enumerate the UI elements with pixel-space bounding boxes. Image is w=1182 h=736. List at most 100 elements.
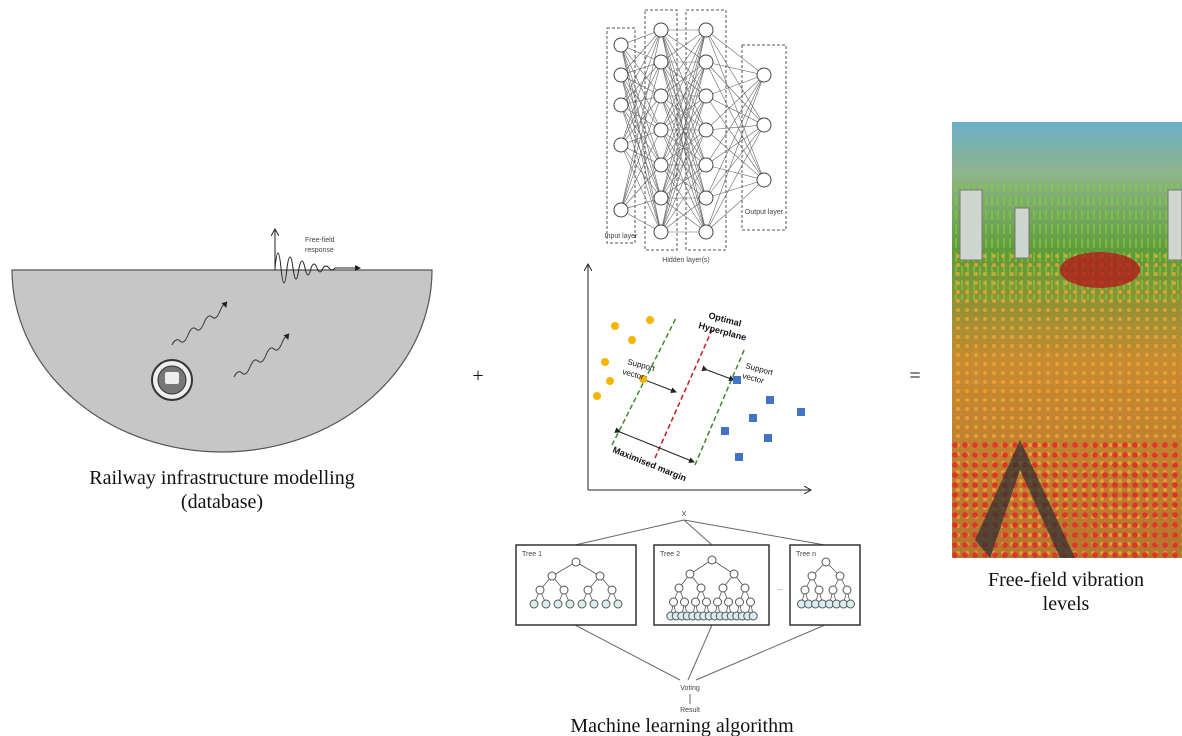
tree-node bbox=[707, 555, 717, 565]
nn-edge bbox=[620, 61, 662, 146]
nn-edge bbox=[705, 124, 765, 131]
nn-node bbox=[698, 157, 714, 173]
nn-edge bbox=[660, 197, 707, 233]
tree-node bbox=[589, 599, 599, 609]
neural-network: Input layer Hidden layer(s) Output layer bbox=[605, 9, 787, 264]
tree-node bbox=[746, 597, 755, 607]
class-b bbox=[721, 376, 805, 461]
margin-label: Maximised margin bbox=[611, 445, 688, 484]
nn-edge bbox=[620, 104, 662, 199]
tree-node bbox=[814, 585, 824, 595]
nn-edge bbox=[660, 61, 707, 131]
nn-edge bbox=[705, 179, 765, 199]
ellipsis: ... bbox=[777, 585, 783, 592]
nn-edge bbox=[620, 144, 662, 233]
tree-node bbox=[702, 597, 711, 607]
nn-edge bbox=[705, 124, 765, 233]
tree-label: Tree 2 bbox=[660, 551, 680, 558]
nn-edge bbox=[660, 61, 707, 97]
nn-node bbox=[653, 122, 669, 138]
tree-node bbox=[691, 597, 700, 607]
nn-node bbox=[756, 117, 772, 133]
nn-edge bbox=[660, 29, 707, 63]
structure bbox=[975, 440, 1075, 558]
tree-node bbox=[583, 585, 593, 595]
nn-edge bbox=[705, 61, 765, 126]
nn-edge bbox=[705, 61, 765, 76]
nn-edge bbox=[705, 95, 765, 181]
nn-edge bbox=[705, 29, 765, 181]
nn-edge bbox=[705, 74, 765, 131]
tree-node bbox=[748, 611, 758, 621]
nn-edge bbox=[620, 129, 662, 211]
building bbox=[959, 189, 983, 261]
tree-node bbox=[800, 585, 810, 595]
plus: + bbox=[472, 365, 483, 387]
vibration-map: Free-field vibration levels bbox=[952, 122, 1182, 615]
nn-edge bbox=[620, 144, 662, 199]
caption: Machine learning algorithm bbox=[570, 715, 794, 736]
response-label: response bbox=[305, 247, 334, 254]
tree-node bbox=[718, 583, 728, 593]
building bbox=[1014, 207, 1030, 259]
tree-node bbox=[696, 583, 706, 593]
nn-node bbox=[653, 190, 669, 206]
nn-node bbox=[653, 157, 669, 173]
train bbox=[165, 372, 179, 384]
tree-node bbox=[529, 599, 539, 609]
nn-edge bbox=[660, 29, 707, 199]
caption: Free-field vibration bbox=[988, 569, 1144, 591]
nn-node bbox=[698, 54, 714, 70]
nn-node bbox=[698, 122, 714, 138]
nn-node bbox=[613, 202, 629, 218]
tree-node bbox=[669, 597, 678, 607]
nn-node bbox=[653, 88, 669, 104]
nn-edge bbox=[620, 29, 662, 76]
layer-box bbox=[606, 27, 636, 244]
result: Result bbox=[680, 707, 700, 714]
hotspot bbox=[1060, 252, 1140, 288]
nn-edge bbox=[705, 74, 765, 166]
tree-node bbox=[685, 569, 695, 579]
nn-edge bbox=[705, 124, 765, 199]
nn-edge bbox=[705, 129, 765, 181]
tree-node bbox=[740, 583, 750, 593]
railway-model: Free-field response Railway infrastructu… bbox=[11, 230, 433, 513]
tree-node bbox=[724, 597, 733, 607]
tree-node bbox=[729, 569, 739, 579]
tree-node bbox=[735, 597, 744, 607]
tree-box bbox=[515, 544, 637, 626]
response-label: Free-field bbox=[305, 237, 335, 244]
nn-node bbox=[613, 137, 629, 153]
tree-node bbox=[541, 599, 551, 609]
tree-label: Tree n bbox=[796, 551, 816, 558]
nn-edge bbox=[660, 29, 707, 233]
wave-arrow bbox=[171, 301, 228, 346]
nn-node bbox=[613, 97, 629, 113]
nn-edge bbox=[660, 95, 707, 233]
svm: Optimal Hyperplane Support vector Suppor… bbox=[588, 265, 810, 490]
forest-lines bbox=[574, 519, 826, 681]
nn-node bbox=[698, 224, 714, 240]
voting: Voting bbox=[680, 685, 700, 692]
tree-node bbox=[565, 599, 575, 609]
input-label: Input layer bbox=[605, 233, 638, 240]
tree-node bbox=[559, 585, 569, 595]
tree-node bbox=[553, 599, 563, 609]
tree-node bbox=[680, 597, 689, 607]
green-points bbox=[952, 180, 1182, 300]
nn-node bbox=[653, 54, 669, 70]
nn-edge bbox=[660, 129, 707, 233]
nn-node bbox=[756, 172, 772, 188]
tree-node bbox=[547, 571, 557, 581]
nn-edge bbox=[660, 164, 707, 233]
wave-arrow bbox=[233, 333, 290, 378]
nn-edge bbox=[660, 29, 707, 166]
caption: Railway infrastructure modelling bbox=[89, 467, 354, 489]
tree-box bbox=[653, 544, 770, 626]
nn-edge bbox=[620, 74, 662, 131]
tree-node bbox=[595, 571, 605, 581]
nn-edge bbox=[705, 74, 765, 199]
class-a bbox=[593, 316, 654, 400]
